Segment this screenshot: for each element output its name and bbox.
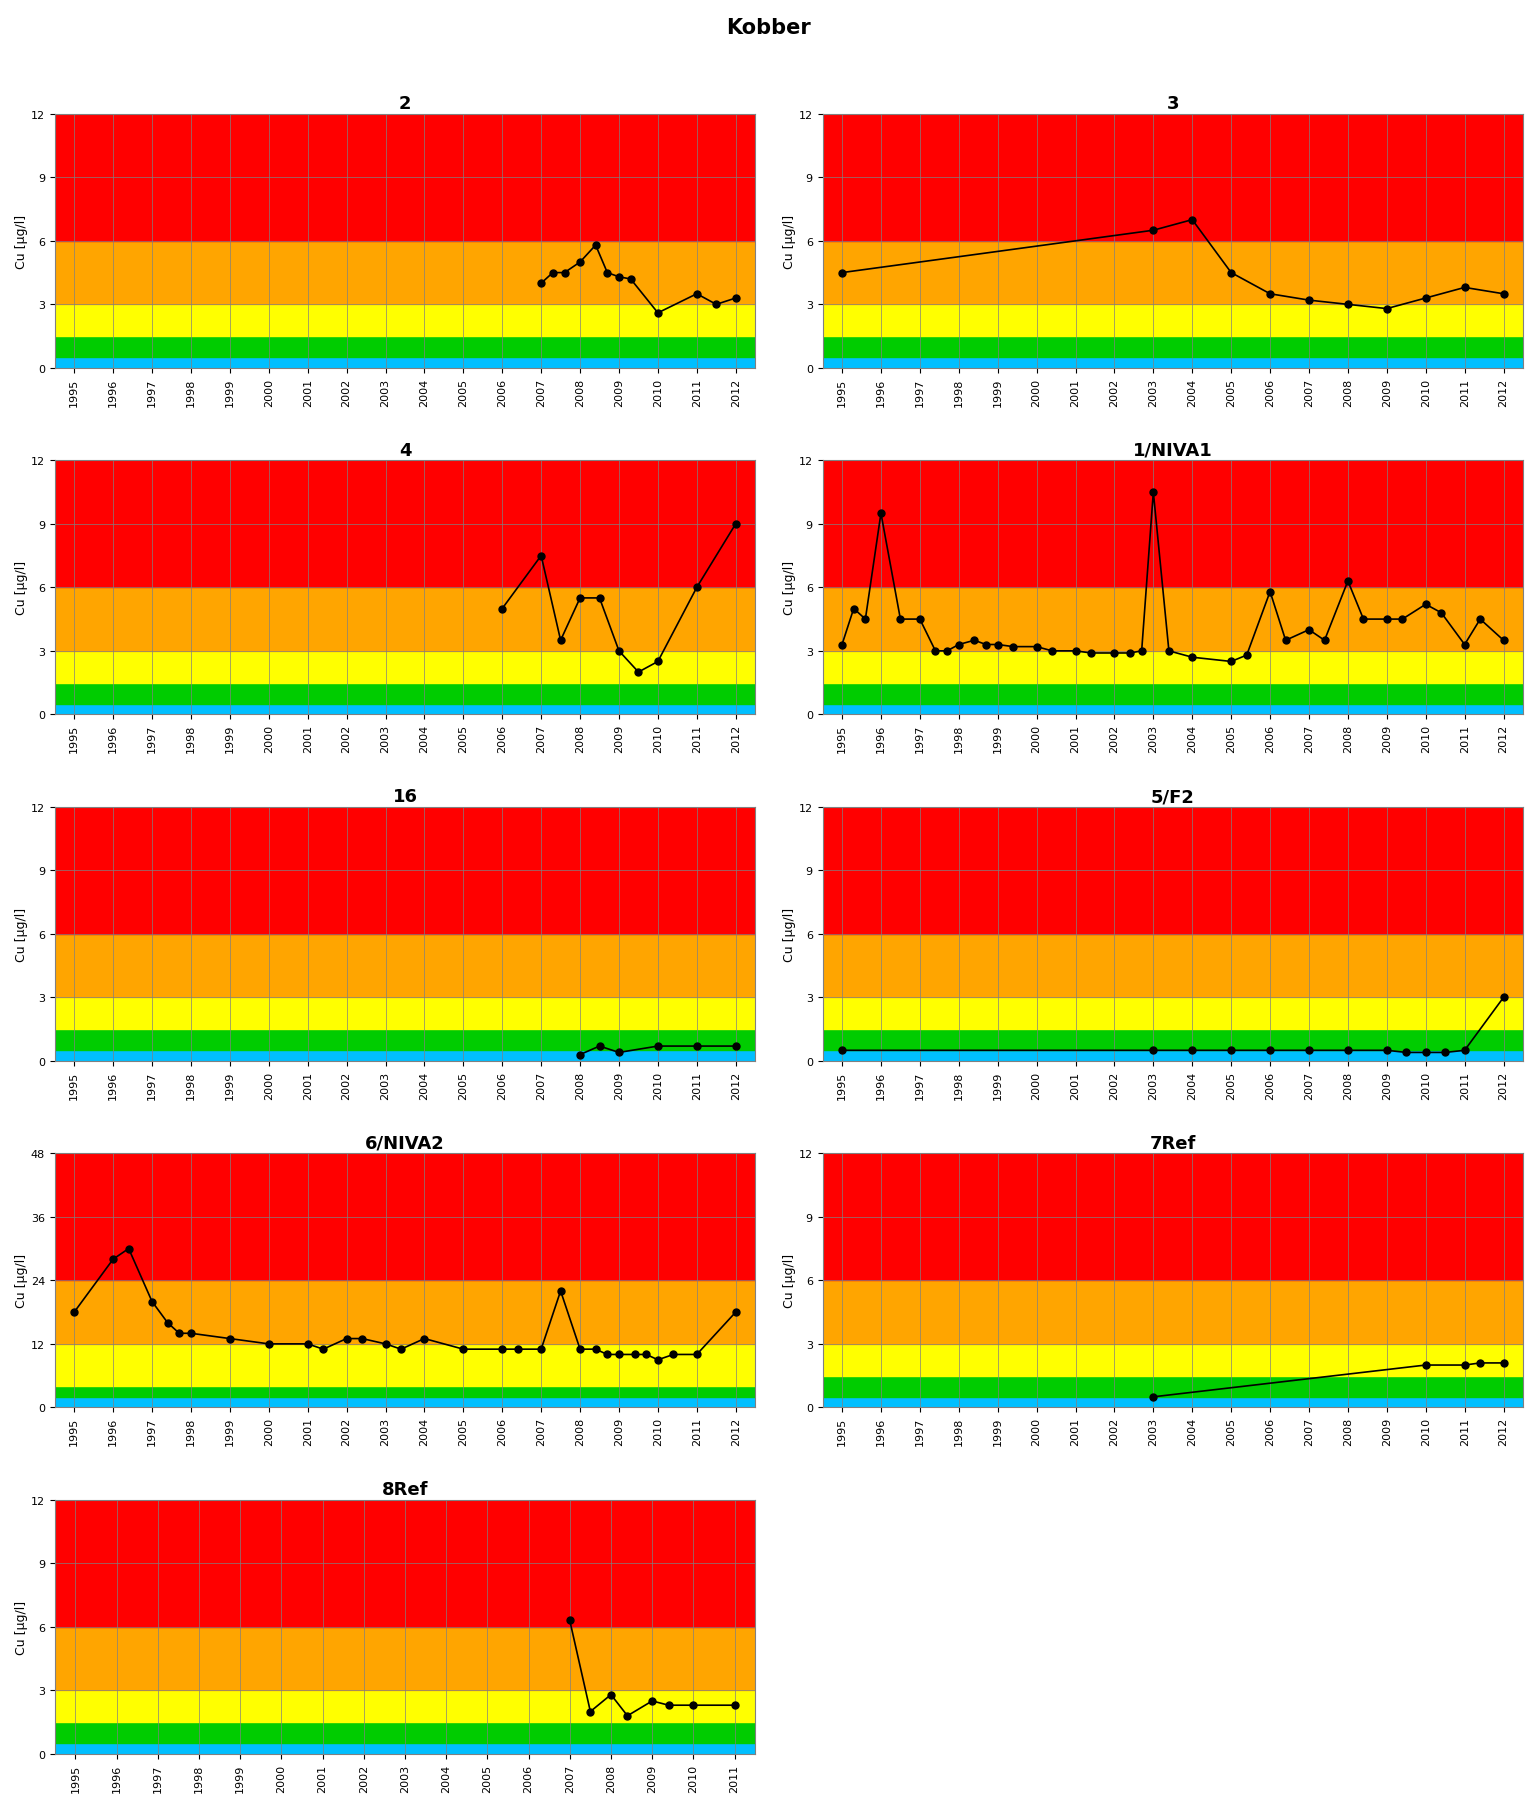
Bar — [55, 1722, 755, 1744]
Bar — [55, 1397, 755, 1408]
Bar — [55, 652, 755, 683]
Y-axis label: Cu [μg/l]: Cu [μg/l] — [15, 215, 28, 269]
Y-axis label: Cu [μg/l]: Cu [μg/l] — [783, 1254, 797, 1308]
Bar — [55, 242, 755, 305]
Title: 8Ref: 8Ref — [381, 1480, 428, 1498]
Bar — [55, 705, 755, 716]
Bar — [55, 1690, 755, 1722]
Title: 4: 4 — [398, 441, 411, 459]
Y-axis label: Cu [μg/l]: Cu [μg/l] — [783, 907, 797, 961]
Bar — [823, 242, 1523, 305]
Bar — [55, 114, 755, 242]
Bar — [55, 305, 755, 336]
Bar — [823, 1050, 1523, 1061]
Bar — [823, 305, 1523, 336]
Bar — [55, 808, 755, 934]
Bar — [55, 1153, 755, 1281]
Y-axis label: Cu [μg/l]: Cu [μg/l] — [15, 1254, 28, 1308]
Bar — [823, 1397, 1523, 1408]
Title: 5/F2: 5/F2 — [1150, 788, 1195, 806]
Bar — [823, 461, 1523, 587]
Bar — [55, 587, 755, 652]
Title: 7Ref: 7Ref — [1149, 1135, 1197, 1153]
Bar — [823, 997, 1523, 1030]
Bar — [55, 1281, 755, 1344]
Y-axis label: Cu [μg/l]: Cu [μg/l] — [15, 1599, 28, 1653]
Bar — [55, 1050, 755, 1061]
Bar — [823, 934, 1523, 997]
Bar — [55, 1744, 755, 1755]
Bar — [823, 1281, 1523, 1344]
Bar — [55, 1500, 755, 1626]
Y-axis label: Cu [μg/l]: Cu [μg/l] — [783, 560, 797, 614]
Bar — [55, 461, 755, 587]
Bar — [823, 683, 1523, 705]
Title: 1/NIVA1: 1/NIVA1 — [1134, 441, 1212, 459]
Bar — [55, 336, 755, 358]
Bar — [823, 652, 1523, 683]
Bar — [823, 1375, 1523, 1397]
Bar — [823, 1030, 1523, 1050]
Y-axis label: Cu [μg/l]: Cu [μg/l] — [15, 907, 28, 961]
Title: 6/NIVA2: 6/NIVA2 — [365, 1135, 444, 1153]
Bar — [823, 587, 1523, 652]
Bar — [55, 1030, 755, 1050]
Bar — [55, 683, 755, 705]
Title: 3: 3 — [1166, 96, 1180, 114]
Title: 16: 16 — [392, 788, 417, 806]
Bar — [55, 1386, 755, 1397]
Text: Kobber: Kobber — [726, 18, 812, 38]
Bar — [823, 358, 1523, 369]
Bar — [823, 705, 1523, 716]
Bar — [55, 358, 755, 369]
Bar — [823, 1344, 1523, 1375]
Bar — [55, 997, 755, 1030]
Bar — [823, 114, 1523, 242]
Bar — [823, 808, 1523, 934]
Bar — [823, 336, 1523, 358]
Bar — [55, 1344, 755, 1386]
Bar — [823, 1153, 1523, 1281]
Bar — [55, 1626, 755, 1690]
Y-axis label: Cu [μg/l]: Cu [μg/l] — [15, 560, 28, 614]
Title: 2: 2 — [398, 96, 411, 114]
Y-axis label: Cu [μg/l]: Cu [μg/l] — [783, 215, 797, 269]
Bar — [55, 934, 755, 997]
